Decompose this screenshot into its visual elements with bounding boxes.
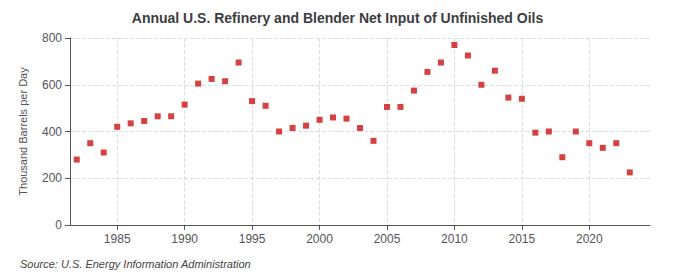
svg-text:Thousand Barrels per Day: Thousand Barrels per Day bbox=[17, 67, 29, 196]
svg-text:2010: 2010 bbox=[441, 232, 468, 246]
svg-text:1990: 1990 bbox=[171, 232, 198, 246]
svg-text:0: 0 bbox=[55, 218, 62, 232]
svg-text:2005: 2005 bbox=[374, 232, 401, 246]
svg-text:400: 400 bbox=[42, 125, 62, 139]
svg-text:Source: U.S. Energy Informatio: Source: U.S. Energy Information Administ… bbox=[20, 258, 251, 270]
svg-text:800: 800 bbox=[42, 31, 62, 45]
svg-text:600: 600 bbox=[42, 78, 62, 92]
svg-text:Annual U.S. Refinery and Blend: Annual U.S. Refinery and Blender Net Inp… bbox=[132, 10, 544, 26]
svg-text:2000: 2000 bbox=[306, 232, 333, 246]
svg-text:200: 200 bbox=[42, 171, 62, 185]
svg-text:1995: 1995 bbox=[239, 232, 266, 246]
svg-text:1985: 1985 bbox=[104, 232, 131, 246]
svg-text:2015: 2015 bbox=[509, 232, 536, 246]
svg-text:2020: 2020 bbox=[576, 232, 603, 246]
